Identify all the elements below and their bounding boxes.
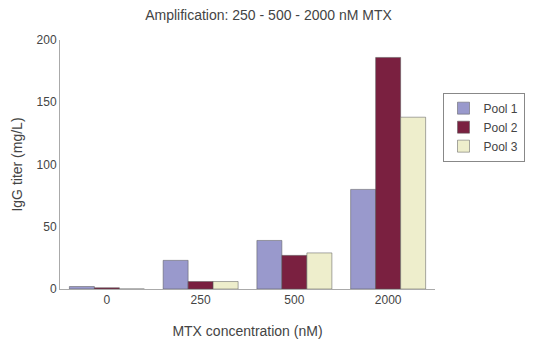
svg-text:Amplification: 250 - 500 - 200: Amplification: 250 - 500 - 2000 nM MTX: [145, 7, 392, 23]
svg-text:0: 0: [104, 293, 111, 307]
svg-text:500: 500: [284, 293, 304, 307]
svg-text:Pool 3: Pool 3: [484, 140, 518, 154]
svg-text:IgG titer (mg/L): IgG titer (mg/L): [9, 117, 25, 211]
svg-text:50: 50: [43, 220, 57, 234]
svg-text:250: 250: [191, 293, 211, 307]
svg-text:0: 0: [50, 282, 57, 296]
svg-text:200: 200: [37, 33, 57, 47]
svg-text:MTX concentration (nM): MTX concentration (nM): [172, 323, 322, 339]
svg-text:2000: 2000: [375, 293, 402, 307]
svg-text:Pool 2: Pool 2: [484, 121, 518, 135]
svg-text:100: 100: [37, 158, 57, 172]
svg-text:Pool 1: Pool 1: [484, 102, 518, 116]
svg-text:150: 150: [37, 95, 57, 109]
